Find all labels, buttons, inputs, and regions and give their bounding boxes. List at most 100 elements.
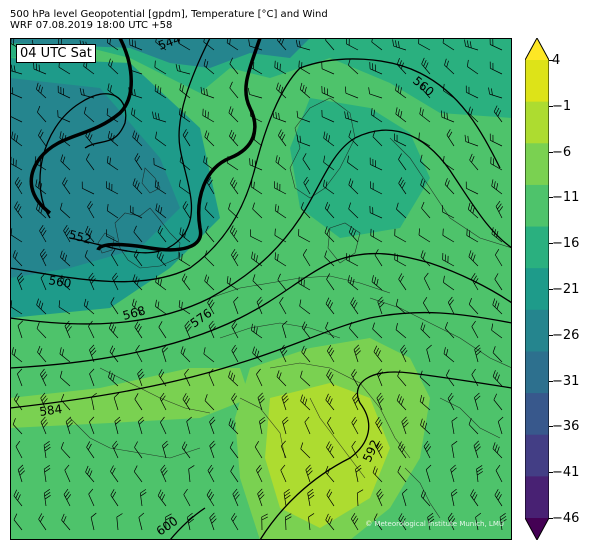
wind-barb: [155, 299, 167, 315]
wind-barb: [59, 131, 71, 147]
wind-barb: [231, 344, 239, 363]
wind-barb: [250, 60, 263, 75]
coastlines: [69, 97, 512, 519]
wind-barb: [226, 276, 239, 291]
contour-552: [69, 38, 211, 254]
colorbar-tick-mark: [549, 334, 553, 336]
wind-barb: [285, 513, 292, 531]
wind-barb: [275, 155, 287, 171]
wind-barb: [348, 226, 359, 243]
wind-barb: [324, 250, 335, 267]
wind-barb: [443, 347, 455, 363]
wind-barb: [376, 392, 384, 411]
wind-barb: [252, 274, 263, 291]
wind-barb: [134, 441, 143, 459]
wind-barb: [256, 368, 263, 387]
wind-barb: [373, 345, 383, 363]
wind-barb: [90, 512, 97, 531]
wind-barb: [369, 205, 383, 219]
wind-barb: [351, 513, 359, 531]
wind-barb: [133, 225, 143, 243]
wind-barb: [228, 106, 239, 123]
wind-barb: [251, 131, 263, 147]
wind-barb: [232, 488, 240, 507]
wind-barb: [202, 108, 215, 123]
colorbar-tick-mark: [549, 518, 553, 519]
wind-barb: [491, 179, 503, 195]
wind-barb: [156, 250, 167, 267]
wind-barb: [375, 440, 383, 459]
wind-barb: [178, 38, 191, 51]
colorbar-tick-label: −6: [552, 144, 572, 160]
wind-barb: [376, 368, 384, 387]
colorbar-tick-label: −31: [552, 373, 580, 389]
wind-barb: [16, 272, 25, 291]
wind-barb: [91, 392, 97, 411]
wind-barb: [420, 490, 431, 507]
wind-barb: [43, 441, 51, 459]
wind-barb: [229, 225, 239, 243]
wind-barb: [468, 298, 479, 315]
wind-barb: [10, 228, 23, 243]
wind-barb: [327, 416, 335, 435]
wind-barb: [447, 296, 455, 315]
wind-barb: [161, 344, 168, 363]
wind-barb: [137, 368, 145, 387]
wind-barb: [251, 251, 263, 267]
wind-barb: [444, 322, 455, 339]
wind-barb: [447, 392, 455, 411]
wind-barb: [252, 202, 263, 219]
wind-barb: [58, 300, 71, 315]
wind-barb: [282, 416, 289, 435]
colorbar: [525, 38, 549, 540]
wind-barb: [276, 370, 287, 387]
wind-barb: [60, 202, 71, 219]
wind-barb: [182, 129, 191, 147]
wind-barb: [295, 39, 311, 51]
wind-barb: [371, 275, 383, 291]
wind-barb: [132, 274, 143, 291]
wind-barb: [325, 513, 335, 531]
wind-barb: [323, 179, 335, 195]
wind-barb: [420, 370, 431, 387]
wind-barb: [15, 440, 23, 459]
wind-barb: [474, 344, 482, 363]
wind-barb: [442, 205, 455, 219]
wind-barb: [133, 465, 143, 483]
wind-barb: [154, 180, 167, 195]
wind-barb: [233, 296, 239, 315]
wind-barb: [280, 440, 287, 459]
wind-barb: [272, 110, 287, 123]
wind-barb: [181, 273, 191, 291]
wind-barb: [396, 394, 407, 411]
contour-600: [169, 507, 206, 540]
wind-barb: [107, 130, 119, 147]
wind-barb: [326, 273, 335, 291]
wind-barb: [494, 489, 503, 507]
wind-barb: [307, 488, 315, 507]
wind-barb: [467, 59, 479, 75]
wind-barb: [353, 344, 361, 363]
wind-barb: [128, 87, 143, 99]
wind-barb: [79, 87, 95, 99]
wind-barb: [178, 107, 191, 123]
wind-barb: [247, 87, 263, 99]
wind-barb: [250, 180, 263, 195]
wind-barb: [499, 513, 507, 531]
wind-barb: [421, 201, 431, 219]
wind-barb: [301, 345, 311, 363]
wind-barb: [110, 465, 119, 483]
wind-barb: [303, 176, 311, 195]
wind-barb: [87, 200, 95, 219]
colorbar-band: [525, 60, 549, 103]
wind-barb: [394, 133, 407, 147]
wind-barb: [138, 512, 145, 531]
wind-barb: [344, 111, 359, 123]
wind-barb: [157, 225, 167, 243]
wind-barb: [491, 323, 503, 339]
wind-barb: [139, 489, 147, 507]
contour-568: [10, 129, 512, 325]
wind-barb: [326, 441, 335, 459]
colorbar-tick-label: 4: [552, 53, 561, 68]
wind-barb: [230, 465, 239, 483]
